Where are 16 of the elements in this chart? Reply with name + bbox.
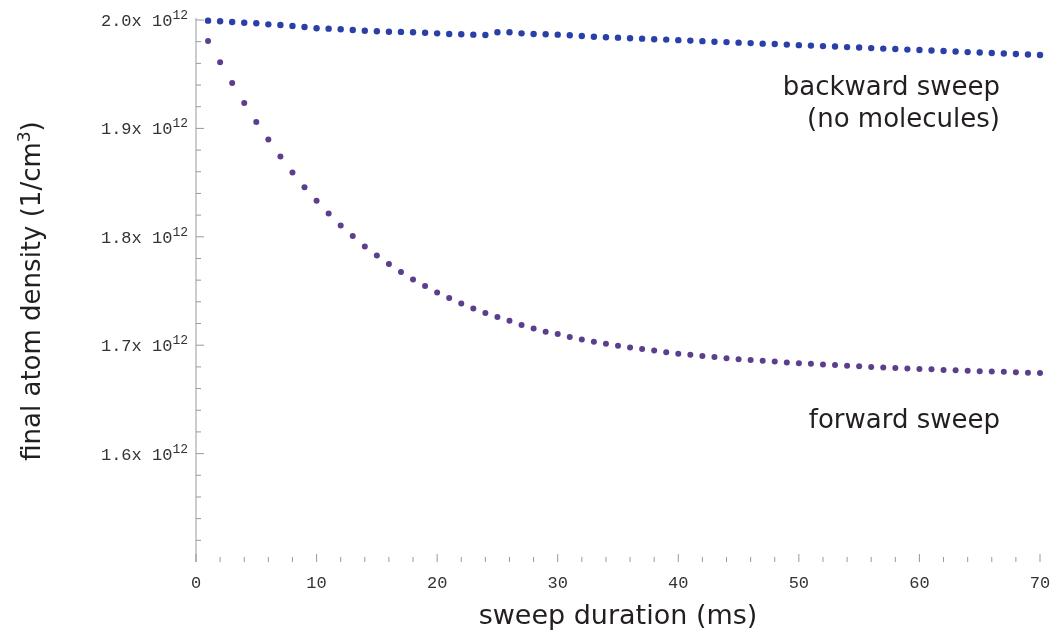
series-label: backward sweep (no molecules) <box>782 71 1000 134</box>
x-tick-label: 20 <box>426 574 448 593</box>
x-tick-label: 50 <box>788 574 810 593</box>
x-tick-label: 30 <box>547 574 568 593</box>
x-tick-label: 70 <box>1029 574 1051 593</box>
x-tick-label: 60 <box>909 574 930 593</box>
y-tick-label: 2.0x 10$^{12}$ <box>100 7 188 31</box>
x-axis-title: sweep duration (ms) <box>478 599 758 630</box>
x-tick-label: 40 <box>668 574 689 593</box>
y-tick-label: 1.9x 10$^{12}$ <box>100 115 188 140</box>
x-tick-label: 10 <box>306 574 327 593</box>
x-tick-label: 0 <box>190 574 202 593</box>
y-tick-label: 1.7x 10$^{12}$ <box>100 332 188 357</box>
y-tick-label: 1.6x 10$^{12}$ <box>100 441 188 465</box>
series-label: forward sweep <box>808 403 1000 434</box>
y-tick-label: 1.8x 10$^{12}$ <box>100 224 188 248</box>
